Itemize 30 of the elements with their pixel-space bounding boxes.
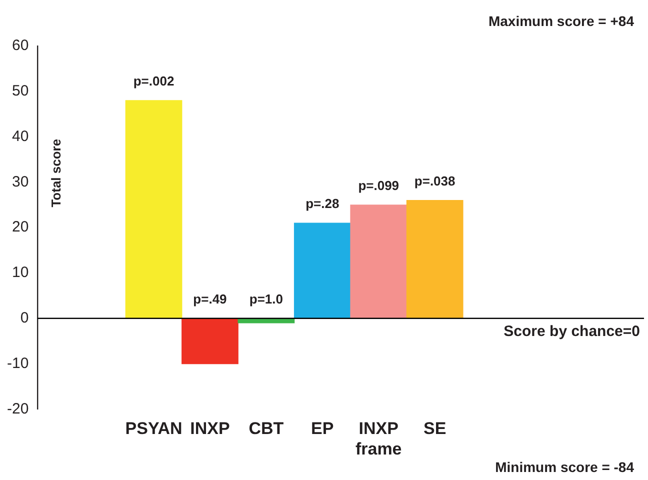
- x-tick-label: INXP: [190, 419, 230, 438]
- annotation: p=.49: [193, 291, 227, 306]
- bar: [350, 204, 408, 319]
- y-tick-label: 40: [12, 128, 29, 145]
- y-tick-label: 20: [12, 218, 29, 236]
- y-tick-label: 10: [12, 264, 29, 282]
- y-tick-label: -10: [6, 354, 29, 372]
- x-tick-label: EP: [311, 419, 334, 438]
- annotation: p=.28: [306, 196, 340, 212]
- ref-line-label: Score by chance=0: [504, 323, 640, 340]
- annotation: p=.038: [414, 173, 456, 188]
- bar: [294, 222, 351, 319]
- y-tick-label: 0: [20, 310, 29, 327]
- annotation: p=1.0: [249, 291, 283, 306]
- bar: [182, 318, 238, 364]
- y-tick-label: 60: [12, 37, 29, 54]
- x-tick-label: INXP frame: [355, 419, 402, 458]
- bar: [125, 100, 182, 319]
- text: Maximum score = +84: [488, 12, 634, 29]
- bar: [406, 200, 464, 319]
- x-tick-label: SE: [423, 419, 446, 438]
- annotation: p=.002: [133, 74, 174, 89]
- y-tick-label: 30: [12, 173, 29, 190]
- y-tick-label: -20: [6, 400, 29, 418]
- y-tick-label: 50: [12, 82, 29, 100]
- text: Minimum score = -84: [495, 458, 634, 475]
- annotation: p=.099: [358, 178, 400, 193]
- x-tick-label: PSYAN: [125, 419, 182, 438]
- x-tick-label: CBT: [248, 419, 284, 438]
- y-axis-title: Total score: [48, 138, 64, 208]
